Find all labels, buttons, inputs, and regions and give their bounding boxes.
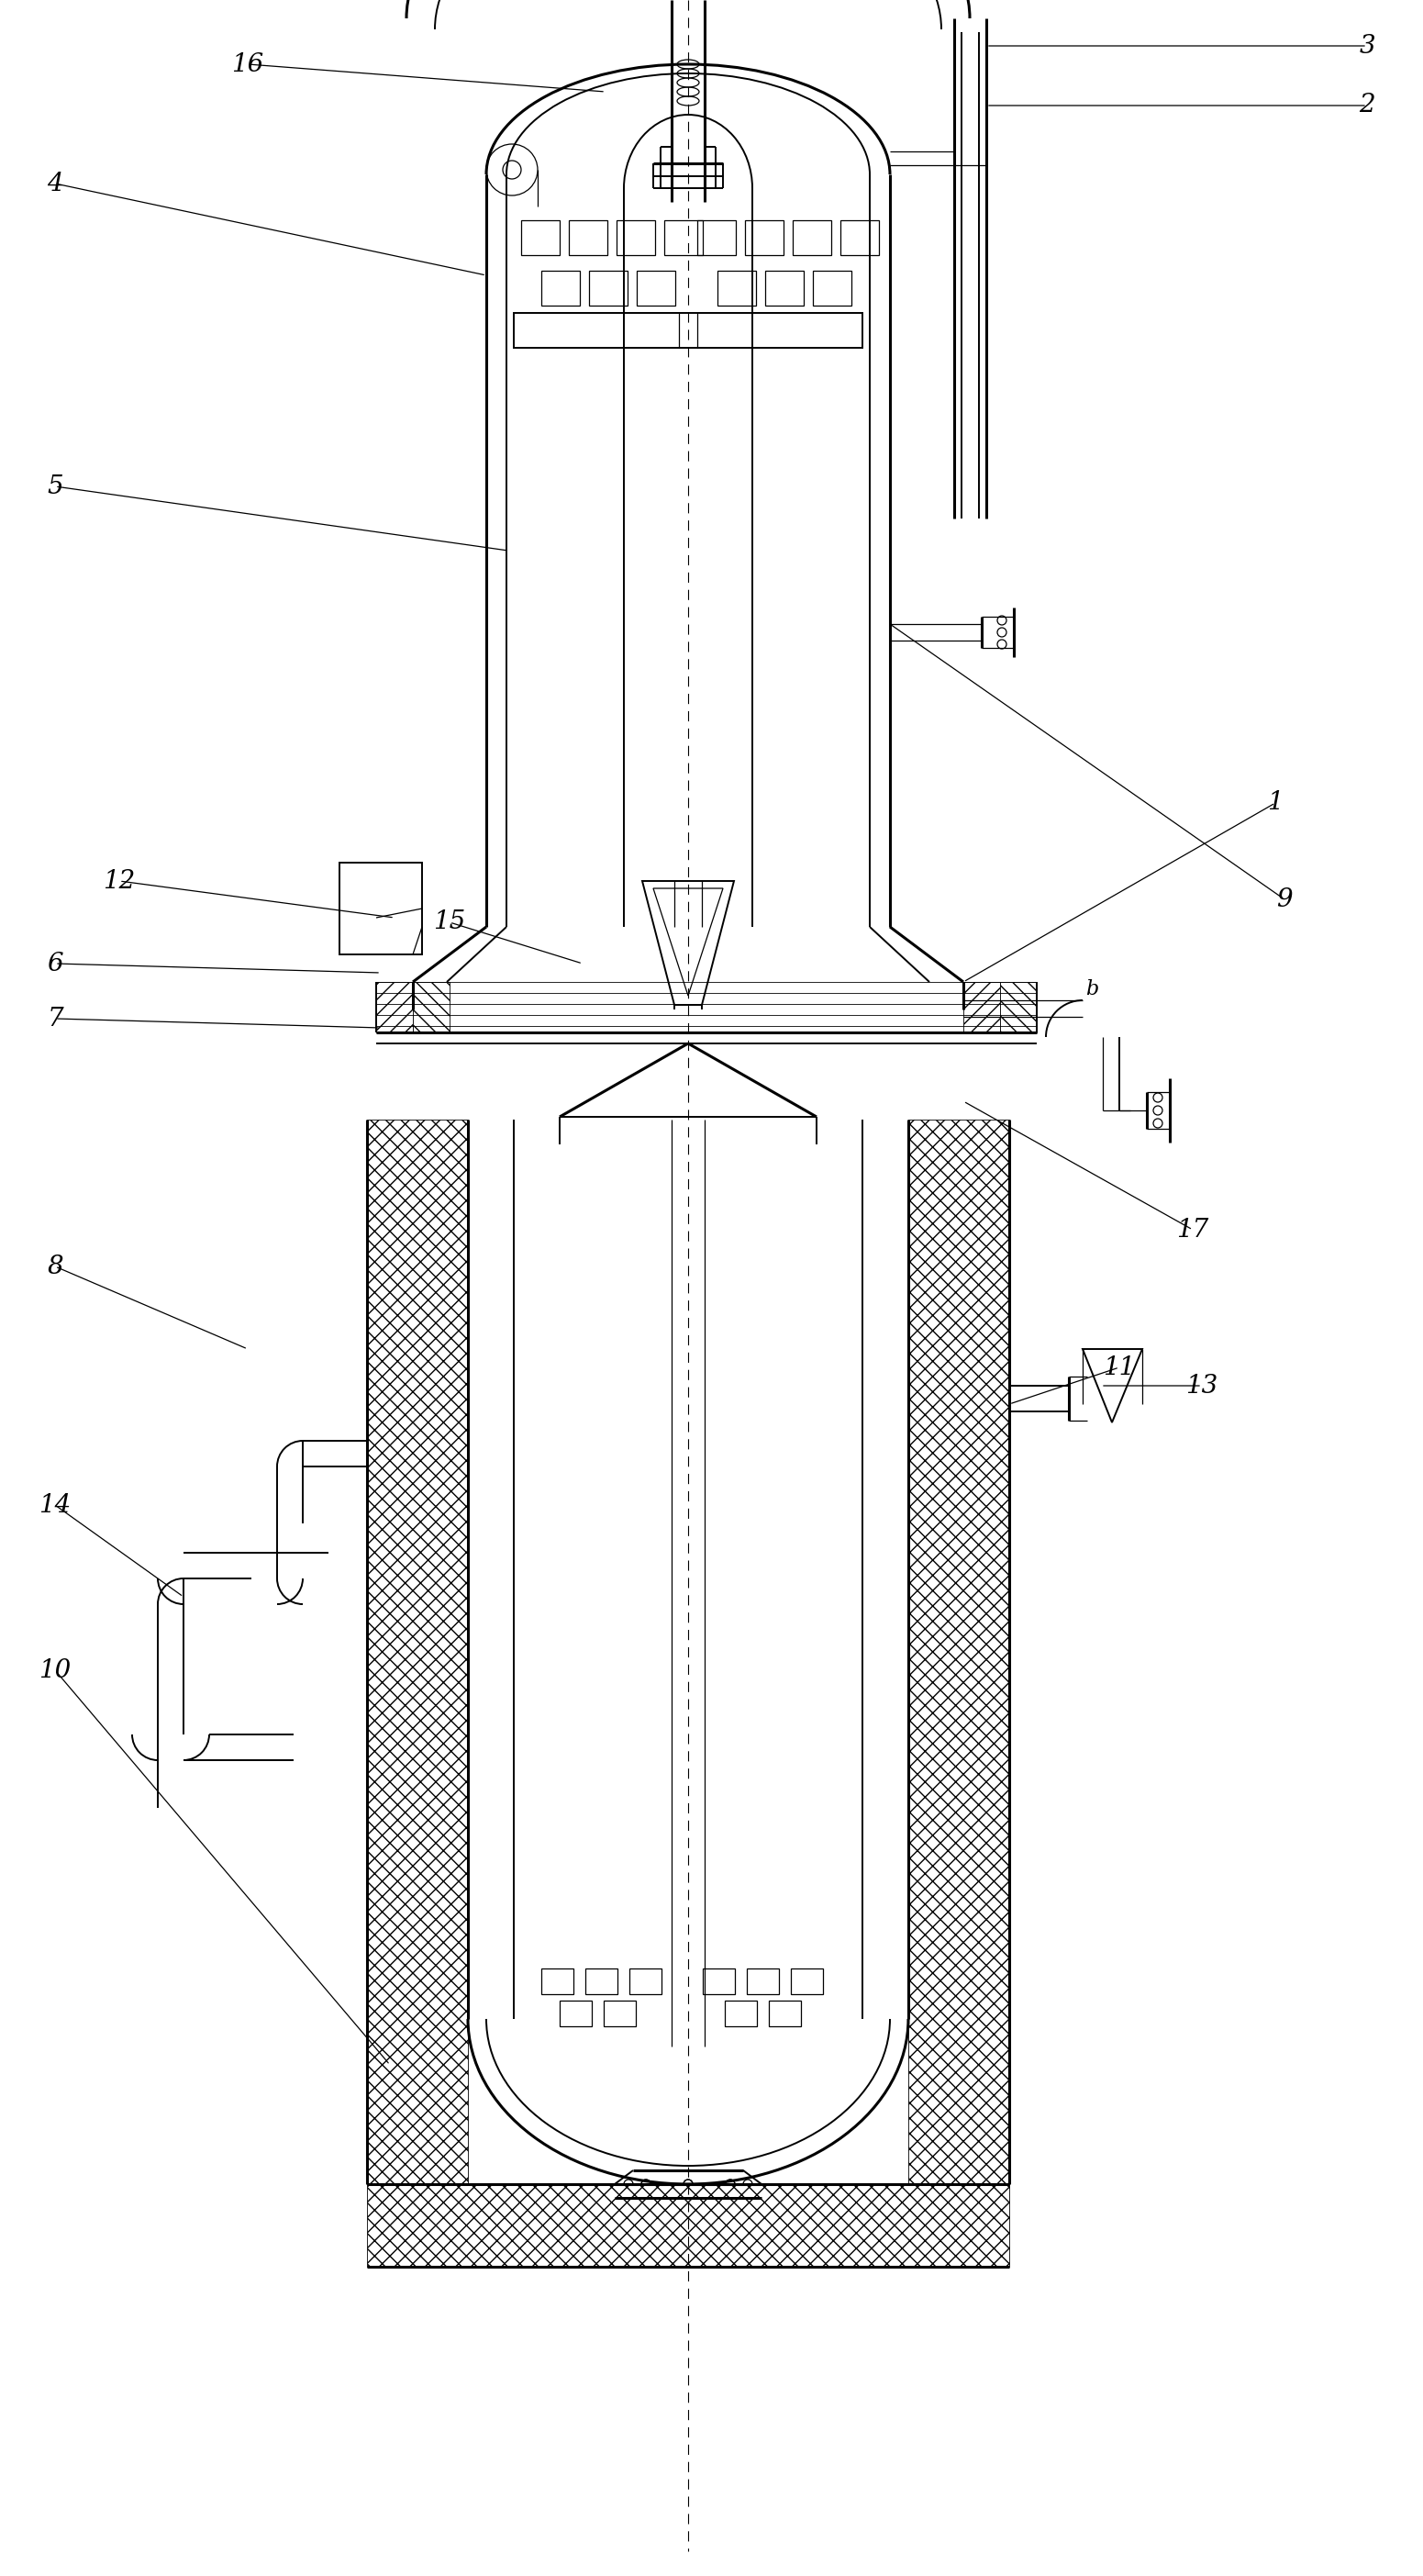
Bar	[766, 270, 804, 307]
Bar	[665, 222, 703, 255]
Bar	[616, 222, 655, 255]
Bar	[963, 981, 1000, 1033]
Text: 7: 7	[47, 1007, 63, 1030]
Text: 13: 13	[1185, 1373, 1218, 1399]
Text: 14: 14	[38, 1492, 71, 1517]
Bar	[541, 1968, 573, 1994]
Text: 10: 10	[38, 1659, 71, 1682]
Text: 8: 8	[47, 1255, 63, 1278]
Bar	[367, 2184, 1009, 2267]
Bar	[376, 981, 413, 1033]
Bar	[813, 270, 851, 307]
Bar	[717, 270, 756, 307]
Bar	[514, 312, 862, 348]
Bar	[791, 1968, 822, 1994]
Text: b: b	[1086, 979, 1099, 999]
Text: 16: 16	[232, 52, 263, 77]
Text: 6: 6	[47, 951, 63, 976]
Text: 4: 4	[47, 170, 63, 196]
Bar	[585, 1968, 618, 1994]
Text: 1: 1	[1268, 791, 1284, 817]
Bar	[793, 222, 831, 255]
Text: 11: 11	[1103, 1355, 1136, 1381]
Text: 2: 2	[1359, 93, 1375, 118]
Bar	[340, 863, 423, 956]
Bar	[589, 270, 628, 307]
Bar	[703, 1968, 734, 1994]
Text: 3: 3	[1359, 33, 1375, 59]
Bar	[841, 222, 879, 255]
Bar	[697, 222, 736, 255]
Bar	[367, 1121, 468, 2184]
Bar	[768, 2002, 801, 2027]
Bar	[603, 2002, 636, 2027]
Bar	[636, 270, 676, 307]
Text: 12: 12	[102, 868, 135, 894]
Bar	[521, 222, 559, 255]
Bar	[724, 2002, 757, 2027]
Bar	[908, 1121, 1009, 2184]
Bar	[569, 222, 608, 255]
Bar	[746, 222, 784, 255]
Bar	[629, 1968, 662, 1994]
Bar	[541, 270, 579, 307]
Text: 5: 5	[47, 474, 63, 500]
Bar	[747, 1968, 778, 1994]
Text: 9: 9	[1276, 886, 1292, 912]
Text: 15: 15	[434, 909, 465, 935]
Bar	[1000, 981, 1037, 1033]
Bar	[559, 2002, 592, 2027]
Bar	[413, 981, 450, 1033]
Text: 17: 17	[1177, 1218, 1210, 1242]
